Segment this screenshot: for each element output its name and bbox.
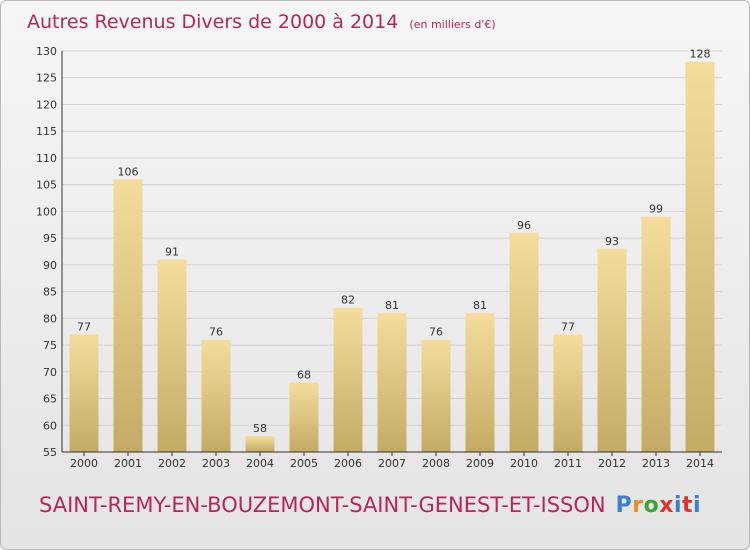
- bar-2001: [113, 179, 143, 452]
- x-tick-label: 2009: [466, 457, 494, 470]
- value-label: 93: [605, 235, 619, 248]
- chart-subtitle: (en milliers d'€): [409, 18, 496, 31]
- bar-2008: [421, 339, 451, 452]
- x-tick-label: 2010: [510, 457, 538, 470]
- x-tick-label: 2004: [246, 457, 274, 470]
- bar-2012: [597, 248, 627, 452]
- y-tick-label: 125: [36, 72, 57, 85]
- y-tick-label: 100: [36, 205, 57, 218]
- y-tick-label: 95: [43, 232, 57, 245]
- value-label: 76: [429, 326, 443, 339]
- brand-letter: o: [643, 493, 660, 518]
- y-tick-label: 75: [43, 339, 57, 352]
- bar-2007: [377, 312, 407, 452]
- value-label: 77: [561, 320, 575, 333]
- chart-title: Autres Revenus Divers de 2000 à 2014: [27, 11, 399, 33]
- y-tick-label: 105: [36, 179, 57, 192]
- bar-2003: [201, 339, 231, 452]
- brand-letter: r: [632, 493, 644, 518]
- bar-2000: [69, 334, 99, 452]
- bar-2002: [157, 259, 187, 452]
- x-tick-label: 2011: [554, 457, 582, 470]
- y-tick-label: 90: [43, 259, 57, 272]
- bar-2013: [641, 216, 671, 452]
- x-tick-label: 2002: [158, 457, 186, 470]
- x-tick-label: 2001: [114, 457, 142, 470]
- x-tick-label: 2014: [686, 457, 714, 470]
- x-tick-label: 2003: [202, 457, 230, 470]
- brand-letter: x: [659, 493, 674, 518]
- bar-2009: [465, 312, 495, 452]
- axes: 55 60 65 70 75 80 85 90 95 100 105 110 115 120 125 130 2…: [36, 45, 722, 470]
- footer: SAINT-REMY-EN-BOUZEMONT-SAINT-GENEST-ET-…: [39, 493, 701, 518]
- x-tick-label: 2012: [598, 457, 626, 470]
- x-tick-label: 2007: [378, 457, 406, 470]
- y-tick-label: 80: [43, 312, 57, 325]
- value-label: 77: [77, 320, 91, 333]
- value-label: 82: [341, 294, 355, 307]
- brand-letter: i: [693, 493, 702, 518]
- value-label: 81: [385, 299, 399, 312]
- x-tick-label: 2008: [422, 457, 450, 470]
- y-tick-label: 55: [43, 446, 57, 459]
- value-label: 68: [297, 368, 311, 381]
- brand-letter: P: [615, 493, 633, 518]
- x-tick-label: 2005: [290, 457, 318, 470]
- place-name: SAINT-REMY-EN-BOUZEMONT-SAINT-GENEST-ET-…: [39, 493, 606, 517]
- value-label: 91: [165, 246, 179, 259]
- value-label: 128: [690, 48, 711, 61]
- y-tick-label: 120: [36, 98, 57, 111]
- y-tick-label: 115: [36, 125, 57, 138]
- y-tick-label: 85: [43, 286, 57, 299]
- y-tick-label: 130: [36, 45, 57, 58]
- bars: 77 106 91 76 58 68 82 81 76 81 96 77 93 99 128: [69, 48, 715, 453]
- value-label: 58: [253, 422, 267, 435]
- value-label: 76: [209, 326, 223, 339]
- brand-logo: Proxiti: [616, 493, 701, 518]
- value-label: 81: [473, 299, 487, 312]
- bar-2011: [553, 334, 583, 452]
- brand-letter: t: [681, 493, 694, 518]
- chart-title-block: Autres Revenus Divers de 2000 à 2014 (en…: [27, 11, 496, 33]
- y-tick-label: 60: [43, 419, 57, 432]
- x-tick-label: 2000: [70, 457, 98, 470]
- bar-2014: [685, 61, 715, 453]
- y-tick-label: 70: [43, 366, 57, 379]
- x-tick-label: 2013: [642, 457, 670, 470]
- value-label: 106: [118, 165, 139, 178]
- y-tick-label: 65: [43, 393, 57, 406]
- x-tick-label: 2006: [334, 457, 362, 470]
- bar-2010: [509, 232, 539, 452]
- brand-letter: i: [673, 493, 682, 518]
- bar-2006: [333, 307, 363, 452]
- bar-2005: [289, 382, 319, 452]
- value-label: 99: [649, 203, 663, 216]
- value-label: 96: [517, 219, 531, 232]
- bar-2004: [245, 435, 275, 452]
- y-tick-label: 110: [36, 152, 57, 165]
